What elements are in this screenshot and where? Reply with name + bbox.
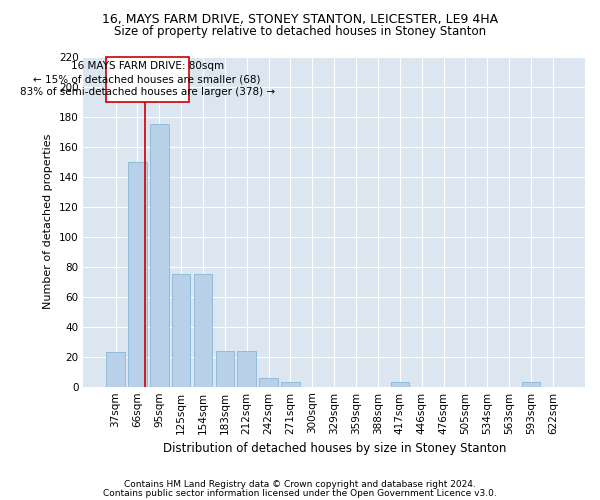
Bar bbox=[238, 350, 256, 386]
Bar bbox=[194, 274, 212, 386]
Text: Size of property relative to detached houses in Stoney Stanton: Size of property relative to detached ho… bbox=[114, 25, 486, 38]
Text: 16 MAYS FARM DRIVE: 80sqm
← 15% of detached houses are smaller (68)
83% of semi-: 16 MAYS FARM DRIVE: 80sqm ← 15% of detac… bbox=[20, 61, 275, 97]
Bar bbox=[172, 274, 190, 386]
FancyBboxPatch shape bbox=[106, 56, 189, 102]
Bar bbox=[150, 124, 169, 386]
Bar bbox=[522, 382, 541, 386]
Y-axis label: Number of detached properties: Number of detached properties bbox=[43, 134, 53, 310]
Bar bbox=[215, 350, 234, 386]
Bar bbox=[391, 382, 409, 386]
Bar bbox=[128, 162, 146, 386]
Text: Contains public sector information licensed under the Open Government Licence v3: Contains public sector information licen… bbox=[103, 488, 497, 498]
Text: 16, MAYS FARM DRIVE, STONEY STANTON, LEICESTER, LE9 4HA: 16, MAYS FARM DRIVE, STONEY STANTON, LEI… bbox=[102, 12, 498, 26]
Bar bbox=[281, 382, 300, 386]
Bar bbox=[259, 378, 278, 386]
Text: Contains HM Land Registry data © Crown copyright and database right 2024.: Contains HM Land Registry data © Crown c… bbox=[124, 480, 476, 489]
Bar bbox=[106, 352, 125, 386]
X-axis label: Distribution of detached houses by size in Stoney Stanton: Distribution of detached houses by size … bbox=[163, 442, 506, 455]
